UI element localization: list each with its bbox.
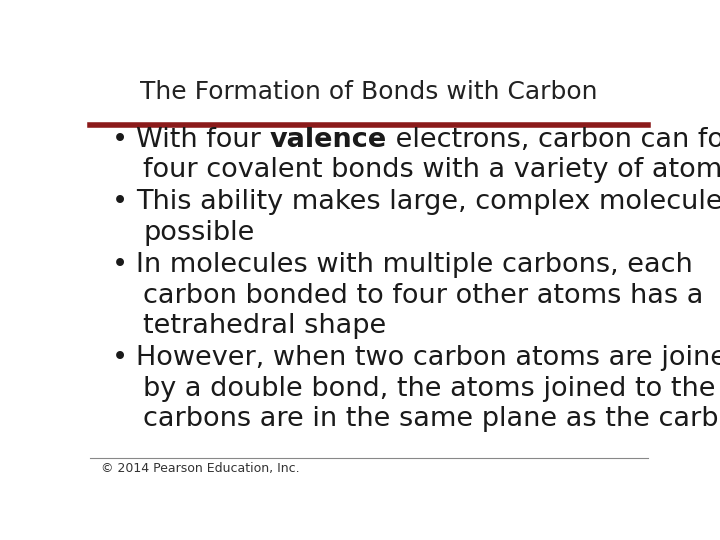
Text: carbon bonded to four other atoms has a: carbon bonded to four other atoms has a [143, 282, 703, 308]
Text: In molecules with multiple carbons, each: In molecules with multiple carbons, each [136, 252, 693, 278]
Text: •: • [112, 346, 128, 372]
Text: This ability makes large, complex molecules: This ability makes large, complex molecu… [136, 190, 720, 215]
Text: electrons, carbon can form: electrons, carbon can form [387, 127, 720, 153]
Text: •: • [112, 190, 128, 215]
Text: carbons are in the same plane as the carbons: carbons are in the same plane as the car… [143, 406, 720, 432]
Text: four covalent bonds with a variety of atoms: four covalent bonds with a variety of at… [143, 157, 720, 183]
Text: The Formation of Bonds with Carbon: The Formation of Bonds with Carbon [140, 80, 598, 104]
Text: © 2014 Pearson Education, Inc.: © 2014 Pearson Education, Inc. [101, 462, 300, 475]
Text: by a double bond, the atoms joined to the: by a double bond, the atoms joined to th… [143, 376, 716, 402]
Text: •: • [112, 252, 128, 278]
Text: tetrahedral shape: tetrahedral shape [143, 313, 386, 339]
Text: With four: With four [136, 127, 269, 153]
Text: possible: possible [143, 220, 254, 246]
Text: However, when two carbon atoms are joined: However, when two carbon atoms are joine… [136, 346, 720, 372]
Text: •: • [112, 127, 128, 153]
Text: valence: valence [269, 127, 387, 153]
